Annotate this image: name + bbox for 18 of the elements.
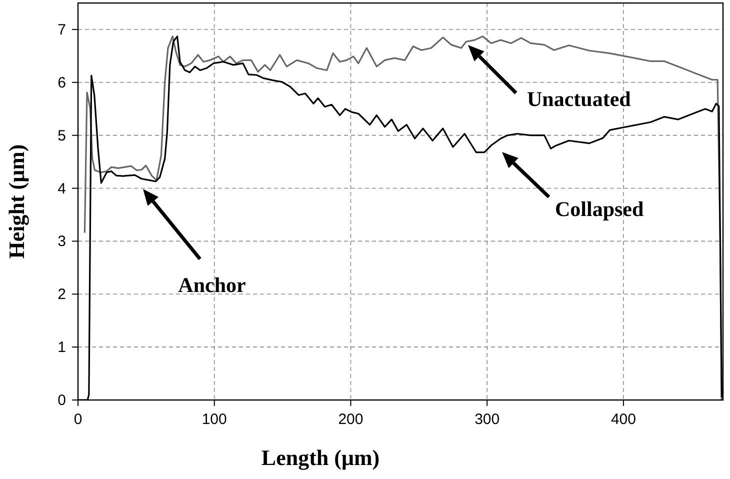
y-tick-label: 2 [58, 286, 66, 304]
x-axis-title: Length (μm) [261, 445, 380, 470]
x-tick-label: 200 [338, 411, 364, 428]
y-tick-label: 5 [58, 127, 66, 144]
y-tick-label: 3 [58, 233, 66, 250]
y-tick-label: 0 [58, 392, 66, 409]
y-tick-label: 1 [58, 339, 66, 356]
x-tick-label: 400 [610, 411, 636, 428]
x-tick-label: 300 [474, 411, 500, 428]
y-tick-label: 6 [58, 74, 66, 92]
y-tick-label: 7 [58, 21, 66, 38]
y-axis-title: Height (μm) [4, 144, 29, 259]
annotation: Unactuated [527, 87, 632, 111]
y-tick-label: 4 [58, 180, 66, 198]
annotation: Anchor [178, 273, 246, 297]
annotation: Collapsed [555, 197, 644, 221]
x-tick-label: 100 [202, 411, 227, 428]
x-tick-label: 0 [74, 411, 82, 428]
